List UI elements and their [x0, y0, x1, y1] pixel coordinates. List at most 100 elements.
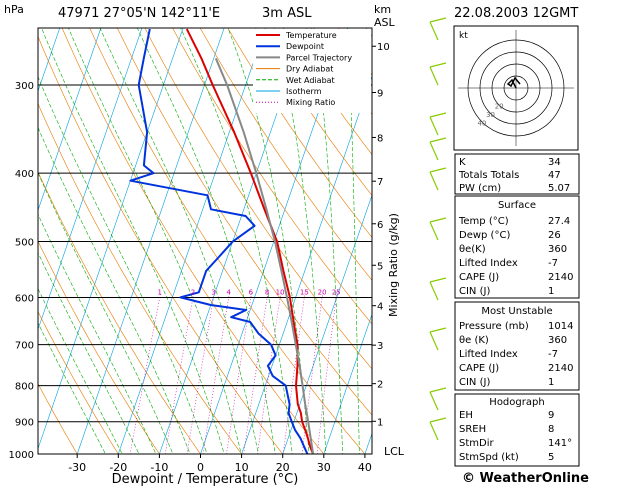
dry-adiabat-line	[117, 28, 372, 416]
hodograph-stats-title: Hodograph	[489, 397, 544, 408]
dry-adiabat-line	[255, 28, 372, 197]
indices-value: 5.07	[548, 183, 570, 194]
isobar-lines	[38, 84, 372, 454]
height-tick-label: 7	[377, 177, 383, 188]
isotherm-line	[323, 313, 372, 454]
dry-adiabat-line	[61, 28, 325, 454]
hodograph_stats-value: 8	[548, 424, 554, 435]
wind-barb-feather	[429, 217, 447, 223]
height-tick-label: 10	[377, 42, 390, 53]
wind-barb-feather	[429, 387, 447, 393]
wind-barb-feather	[429, 17, 447, 23]
hpa-unit-label: hPa	[4, 3, 24, 16]
surface-value: 27.4	[548, 216, 570, 227]
mixing-ratio-label: 20	[318, 288, 327, 296]
surface-label: Lifted Index	[459, 258, 518, 269]
wet-adiabat-line	[38, 172, 174, 454]
mixing-ratio-line	[316, 292, 338, 454]
mixing-ratio-labels: 1 2 3 4 6 8 10 15 20 25	[158, 288, 341, 296]
surface-label: Dewp (°C)	[459, 230, 510, 241]
indices-value: 34	[548, 157, 561, 168]
most_unstable-label: θe (K)	[459, 335, 489, 346]
surface-value: 26	[548, 230, 561, 241]
height-tick-label: 6	[377, 220, 383, 231]
hodograph-stats-box	[454, 393, 580, 467]
wind-barb	[429, 21, 439, 41]
surface-label: θe(K)	[459, 244, 486, 255]
mixing-ratio-label: 10	[276, 288, 285, 296]
temperature-tick-label: -30	[68, 461, 86, 474]
indices-label: PW (cm)	[459, 183, 501, 194]
surface-label: Temp (°C)	[458, 216, 509, 227]
hodograph_stats-value: 5	[548, 452, 554, 463]
wet-adiabat-lines	[38, 28, 360, 454]
dry-adiabat-lines	[38, 28, 372, 454]
wet-adiabat-line	[180, 28, 293, 454]
wind-barb	[429, 421, 439, 441]
wind-barb	[429, 171, 439, 191]
temperature-tick-label: 0	[197, 461, 204, 474]
wind-barb-feather	[429, 112, 447, 118]
wet-adiabat-line	[41, 28, 225, 454]
wet-adiabat-line	[68, 28, 242, 454]
surface-value: 360	[548, 244, 567, 255]
wind-barb	[429, 221, 439, 241]
hodograph-ring-label: 20	[495, 102, 504, 110]
indices-label: K	[459, 157, 466, 168]
height-tick-label: 2	[377, 380, 383, 391]
most_unstable-value: 360	[548, 335, 567, 346]
indices-value: 47	[548, 170, 561, 181]
indices-label: Totals Totals	[458, 170, 519, 181]
dry-adiabat-line	[227, 28, 372, 238]
mixing-ratio-label: 2	[191, 288, 195, 296]
mixing-ratio-label: 25	[332, 288, 341, 296]
mixing-ratio-axis-title: Mixing Ratio (g/kg)	[387, 213, 400, 317]
height-tick-label: 9	[377, 88, 383, 99]
plot-frame	[37, 27, 373, 455]
wet-adiabat-line	[99, 28, 259, 454]
hodograph_stats-value: 9	[548, 410, 554, 421]
mixing-ratio-label: 3	[211, 288, 215, 296]
isotherm-line	[76, 28, 225, 454]
temperature-axis: -30 -20 -10 0 10 20 30 40	[68, 454, 372, 474]
temperature-tick-label: -20	[109, 461, 127, 474]
temperature-tick-label: 30	[317, 461, 331, 474]
wind-barb-feather	[429, 167, 447, 173]
lcl-label: LCL	[384, 445, 405, 458]
wet-adiabat-line	[227, 28, 310, 454]
wet-adiabat-line	[136, 28, 276, 454]
km-unit-label: km	[374, 3, 391, 16]
pressure-tick-label: 500	[15, 238, 34, 249]
mixing-ratio-label: 4	[227, 288, 232, 296]
isotherm-line	[38, 28, 143, 331]
mixing-ratio-line	[186, 292, 215, 454]
legend-entry: Isotherm	[286, 87, 322, 96]
dry-adiabat-line	[282, 28, 372, 156]
most_unstable-value: -7	[548, 349, 558, 360]
mixing-ratio-line	[202, 292, 230, 454]
pressure-axis: 300 400 500 600 700 800 900 1000	[9, 81, 34, 461]
wet-adiabat-line	[38, 126, 191, 454]
most_unstable-label: Pressure (mb)	[459, 321, 529, 332]
station-info: 47971 27°05'N 142°11'E	[58, 6, 220, 21]
most-unstable-title: Most Unstable	[481, 306, 552, 317]
legend-entry: Dry Adiabat	[286, 65, 333, 74]
indices-box	[454, 153, 580, 195]
wet-adiabat-line	[38, 75, 208, 454]
most_unstable-value: 2140	[548, 363, 573, 374]
pressure-tick-label: 700	[15, 341, 34, 352]
sounding-profiles	[129, 28, 315, 454]
pressure-tick-label: 1000	[9, 450, 34, 461]
most-unstable-box	[454, 301, 580, 391]
dry-adiabat-line	[38, 103, 242, 454]
temperature-tick-label: 10	[235, 461, 249, 474]
mixing-ratio-lines	[129, 292, 338, 454]
hodograph_stats-label: StmSpd (kt)	[459, 452, 519, 463]
asl-unit-label: ASL	[374, 16, 396, 29]
surface-box	[454, 195, 580, 299]
dry-adiabat-line	[38, 383, 78, 454]
wind-barb	[429, 281, 439, 301]
legend-entry: Parcel Trajectory	[286, 53, 352, 62]
